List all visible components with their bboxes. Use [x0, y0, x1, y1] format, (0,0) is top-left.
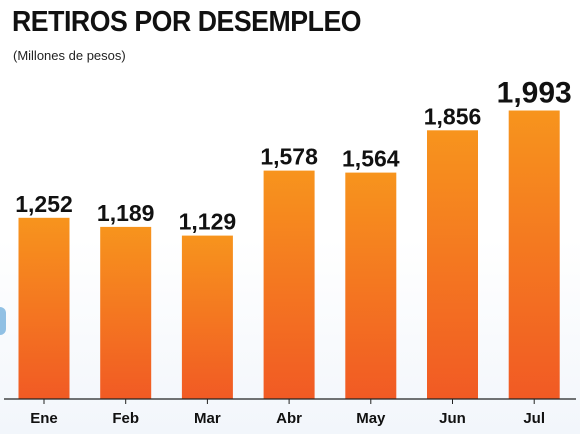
chart-title: RETIROS POR DESEMPLEO — [12, 6, 362, 38]
x-tick-label-jul: Jul — [523, 410, 545, 427]
x-tick-label-ene: Ene — [30, 410, 58, 427]
bar-abr — [263, 170, 315, 399]
bar-jun — [427, 130, 478, 400]
value-label-mar: 1,129 — [179, 209, 237, 235]
x-tick-label-feb: Feb — [112, 410, 139, 427]
chart-subtitle: (Millones de pesos) — [13, 48, 126, 63]
bar-may — [345, 172, 397, 399]
value-label-jun: 1,856 — [424, 103, 482, 129]
bars-group: 1,252 1,189 1,129 1,578 1,564 1,856 1,993 — [15, 77, 572, 400]
bar-jul — [508, 110, 560, 399]
value-label-ene: 1,252 — [15, 191, 73, 217]
bar-mar — [181, 235, 233, 399]
value-label-feb: 1,189 — [97, 200, 155, 226]
edge-decoration — [0, 307, 6, 335]
x-tick-label-may: May — [356, 410, 386, 427]
x-tick-label-abr: Abr — [276, 410, 302, 427]
value-label-may: 1,564 — [342, 146, 400, 172]
value-label-jul: 1,993 — [497, 77, 572, 110]
x-tick-label-jun: Jun — [439, 410, 466, 427]
bar-ene — [18, 217, 70, 399]
x-ticks-group: Ene Feb Mar Abr May Jun Jul — [30, 399, 545, 427]
bar-feb — [100, 226, 152, 399]
x-tick-label-mar: Mar — [194, 410, 221, 427]
value-label-abr: 1,578 — [260, 144, 318, 170]
